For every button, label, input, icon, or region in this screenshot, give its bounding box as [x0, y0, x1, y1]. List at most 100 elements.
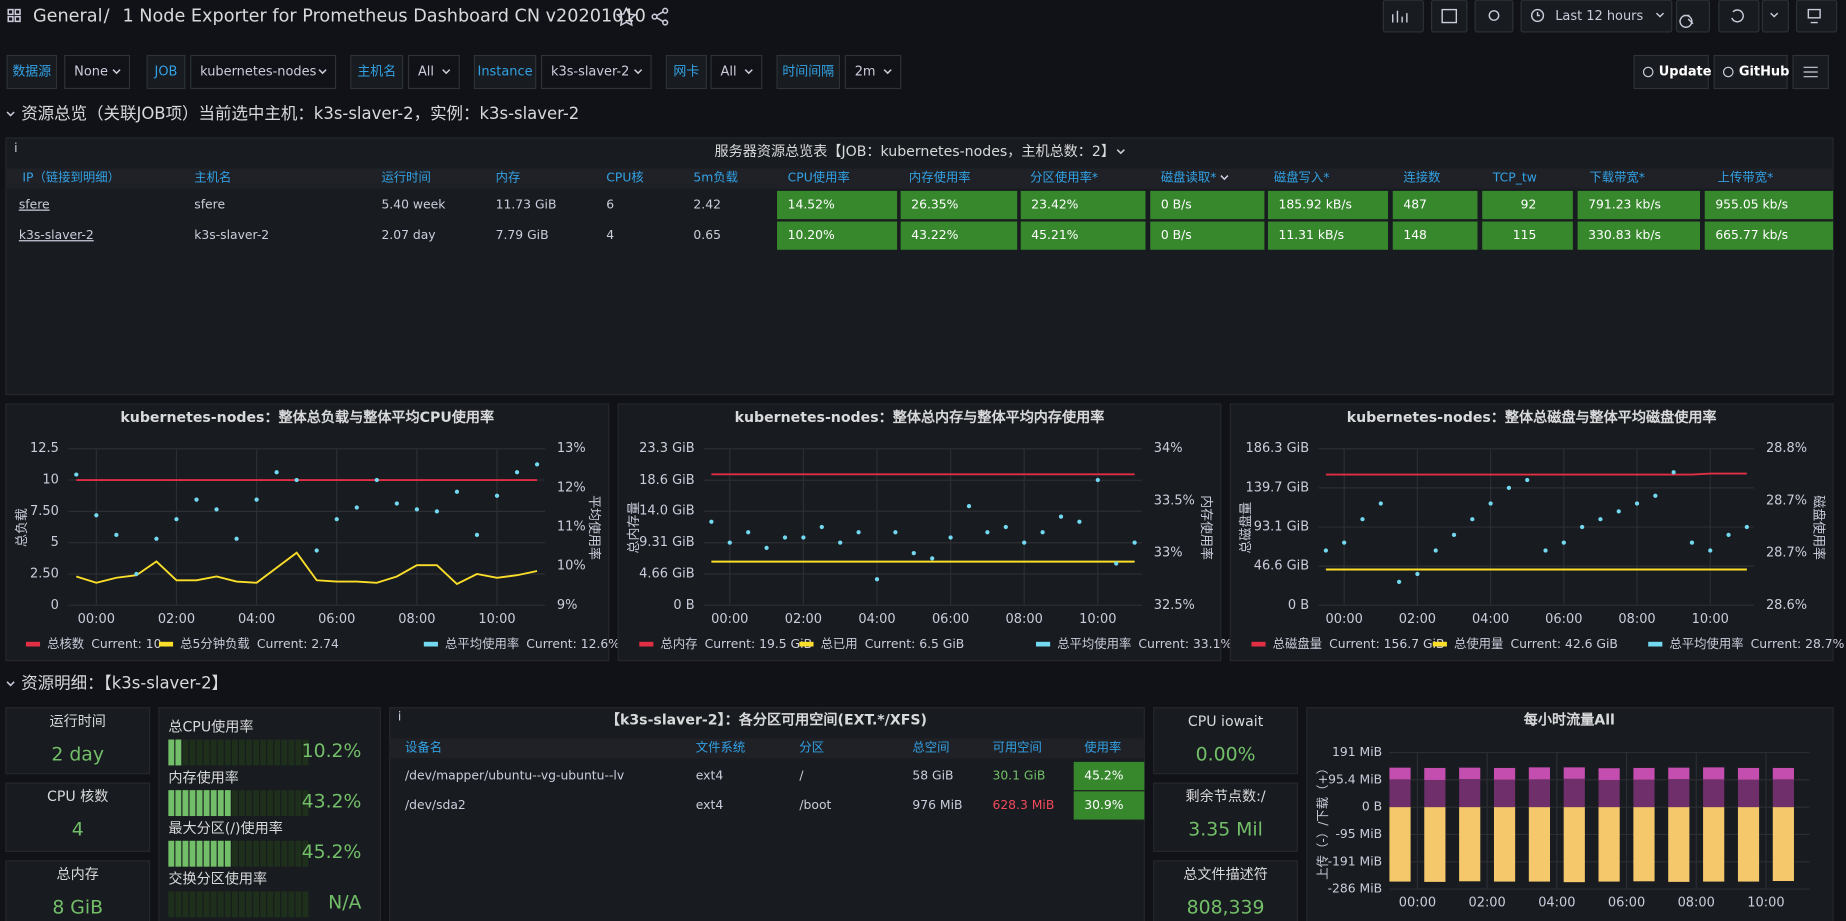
link-button[interactable] [1633, 54, 1709, 90]
column-header[interactable]: 分区使用率* [1030, 169, 1098, 184]
legend-entry[interactable]: 总核数 Current: 10 [47, 636, 162, 651]
variable-label-box [6, 54, 58, 90]
variable-label-box [473, 54, 537, 90]
data-point [114, 532, 119, 537]
row-title[interactable]: 资源总览（关联JOB项）当前选中主机：k3s-slaver-2，实例：k3s-s… [21, 104, 579, 123]
table-cell: 115 [1513, 228, 1537, 242]
data-point [1616, 509, 1621, 514]
variable-select[interactable] [540, 54, 652, 90]
status-cell [1020, 221, 1146, 250]
variable-label: 时间间隔 [782, 64, 834, 79]
table-cell: 0 B/s [1161, 228, 1192, 242]
link-button[interactable] [1713, 54, 1788, 90]
variable-value[interactable]: All [721, 64, 737, 79]
gauge-cell-lit [217, 840, 224, 867]
legend-entry[interactable]: 总5分钟负载 Current: 2.74 [180, 636, 339, 651]
gauge-cell [246, 840, 252, 867]
link-text[interactable]: Update [1659, 64, 1712, 79]
bar-segment [1493, 779, 1516, 808]
gauge-cell [238, 840, 245, 867]
y2-tick-label: 28.6% [1766, 598, 1807, 613]
gauge-cell [231, 840, 238, 867]
column-header[interactable]: 下载带宽* [1589, 169, 1645, 184]
status-cell [777, 190, 898, 220]
table-cell: 665.77 kb/s [1715, 228, 1788, 242]
column-header[interactable]: 主机名 [194, 169, 231, 184]
breadcrumb[interactable]: General [33, 7, 103, 27]
legend-entry[interactable]: 总平均使用率 Current: 12.6% [445, 636, 620, 651]
data-point [1003, 524, 1008, 530]
status-cell [1150, 190, 1265, 220]
column-header: 设备名 [405, 739, 442, 754]
variable-select[interactable] [710, 54, 763, 90]
gauge-cell [217, 739, 224, 766]
host-link[interactable]: k3s-slaver-2 [19, 228, 94, 242]
variable-value[interactable]: kubernetes-nodes [200, 64, 316, 79]
table-cell: 185.92 kB/s [1279, 198, 1352, 212]
table-cell: 0 B/s [1161, 198, 1192, 212]
legend-name: 总平均使用率 [445, 636, 519, 651]
column-header[interactable]: 内存 [496, 170, 521, 184]
row-title[interactable]: 资源明细：【k3s-slaver-2】 [21, 674, 228, 693]
gauge-cell [274, 790, 281, 817]
x-tick-label: 04:00 [858, 612, 895, 627]
column-header[interactable]: 内存使用率 [909, 169, 971, 184]
gauge-cell [295, 891, 302, 918]
column-header[interactable]: TCP_tw [1492, 170, 1537, 184]
legend-entry[interactable]: 总已用 Current: 6.5 GiB [821, 637, 965, 651]
variable-label: Instance [478, 64, 533, 79]
bar-segment [1493, 767, 1516, 780]
column-header[interactable]: 磁盘读取* [1161, 169, 1217, 184]
bar-segment [1389, 767, 1411, 780]
column-header[interactable]: IP（链接到明细） [22, 169, 120, 184]
legend-entry[interactable]: 总使用量 Current: 42.6 GiB [1454, 636, 1618, 651]
bar-segment [1772, 767, 1794, 780]
gauge-cell [224, 739, 231, 766]
status-cell [1577, 221, 1701, 250]
gauge-cell [295, 840, 302, 867]
legend-entry[interactable]: 总平均使用率 Current: 33.1% [1057, 636, 1232, 651]
stat-title: 剩余节点数:/ [1186, 788, 1266, 805]
table-cell: 4 [606, 228, 614, 242]
x-tick-label: 04:00 [238, 612, 275, 627]
column-header: 总空间 [912, 740, 949, 754]
variable-select[interactable] [844, 54, 902, 90]
column-header[interactable]: CPU核 [606, 170, 644, 184]
x-tick-label: 10:00 [1747, 896, 1784, 911]
legend-entry[interactable]: 总内存 Current: 19.5 GiB [660, 637, 812, 651]
chart-title: kubernetes-nodes：整体总负载与整体平均CPU使用率 [120, 409, 494, 426]
bar-segment [1459, 767, 1481, 780]
data-point [174, 517, 179, 522]
variable-value[interactable]: 2m [855, 64, 876, 79]
link-text[interactable]: GitHub [1739, 64, 1790, 79]
gauge-cell [260, 790, 267, 817]
column-header[interactable]: CPU使用率 [788, 169, 850, 184]
toolbar[interactable] [1382, 0, 1838, 33]
bar-segment [1772, 779, 1794, 808]
column-header[interactable]: 上传带宽* [1718, 169, 1774, 184]
variable-select[interactable] [190, 54, 337, 90]
column-header[interactable]: 5m负载 [693, 170, 738, 184]
column-header[interactable]: 运行时间 [381, 170, 430, 184]
gauge-cell [260, 840, 267, 867]
stat-value: 2 day [51, 744, 104, 765]
legend-value: Current: 33.1% [1138, 637, 1232, 651]
data-point [874, 577, 880, 582]
table-cell: 43.22% [911, 228, 958, 242]
variable-value[interactable]: All [418, 64, 434, 79]
table-cell: sfere [194, 198, 225, 212]
legend-entry[interactable]: 总平均使用率 Current: 28.7% [1669, 636, 1844, 651]
table-cell: 45.21% [1031, 228, 1078, 242]
legend-entry[interactable]: 总磁盘量 Current: 156.7 GiB [1273, 636, 1445, 651]
column-header[interactable]: 连接数 [1403, 169, 1440, 184]
variable-value[interactable]: k3s-slaver-2 [551, 64, 629, 79]
table-cell: 5.40 week [381, 198, 446, 212]
time-range[interactable]: Last 12 hours [1555, 9, 1643, 24]
column-header[interactable]: 磁盘写入* [1274, 169, 1330, 184]
bar-segment [1424, 807, 1446, 882]
data-point [514, 470, 520, 475]
variable-select[interactable] [407, 54, 460, 90]
host-link[interactable]: sfere [19, 198, 50, 212]
variable-value[interactable]: None [74, 64, 108, 79]
y-tick-label: 5 [51, 535, 59, 550]
